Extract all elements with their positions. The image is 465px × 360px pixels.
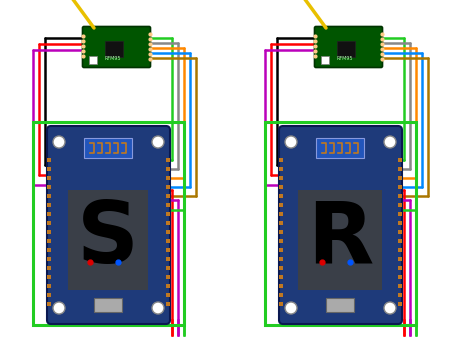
Bar bbox=[166, 266, 170, 270]
Bar bbox=[279, 194, 283, 198]
Bar bbox=[47, 221, 51, 225]
Bar bbox=[279, 185, 283, 189]
FancyBboxPatch shape bbox=[314, 27, 383, 68]
Bar bbox=[398, 212, 402, 216]
Bar bbox=[279, 302, 283, 306]
Bar bbox=[279, 293, 283, 297]
Bar bbox=[47, 167, 51, 171]
Circle shape bbox=[53, 302, 65, 314]
FancyBboxPatch shape bbox=[47, 126, 170, 324]
Bar bbox=[47, 158, 51, 162]
Bar bbox=[94, 298, 122, 312]
Circle shape bbox=[152, 136, 164, 148]
Bar bbox=[279, 284, 283, 288]
Bar bbox=[326, 298, 354, 312]
Bar bbox=[279, 239, 283, 243]
Bar bbox=[265, 122, 416, 325]
Bar bbox=[47, 248, 51, 252]
Bar bbox=[166, 167, 170, 171]
Bar bbox=[398, 248, 402, 252]
Bar bbox=[398, 302, 402, 306]
Bar bbox=[398, 194, 402, 198]
Bar bbox=[398, 167, 402, 171]
Bar bbox=[84, 138, 132, 158]
Bar bbox=[166, 221, 170, 225]
Bar bbox=[398, 257, 402, 261]
Bar bbox=[47, 212, 51, 216]
Bar bbox=[166, 257, 170, 261]
Bar bbox=[279, 257, 283, 261]
Bar bbox=[398, 239, 402, 243]
Circle shape bbox=[384, 136, 396, 148]
Text: S: S bbox=[77, 198, 139, 282]
Bar bbox=[166, 185, 170, 189]
Bar bbox=[47, 257, 51, 261]
Bar bbox=[398, 284, 402, 288]
Bar bbox=[166, 248, 170, 252]
Bar bbox=[321, 56, 329, 64]
Bar bbox=[337, 41, 355, 57]
Text: R: R bbox=[307, 198, 373, 282]
Bar bbox=[398, 203, 402, 207]
Bar bbox=[279, 266, 283, 270]
Bar bbox=[398, 185, 402, 189]
Bar bbox=[166, 239, 170, 243]
Bar bbox=[279, 203, 283, 207]
FancyBboxPatch shape bbox=[82, 27, 151, 68]
Bar bbox=[47, 185, 51, 189]
Bar bbox=[316, 138, 364, 158]
Bar bbox=[166, 212, 170, 216]
Bar bbox=[398, 221, 402, 225]
Circle shape bbox=[285, 302, 297, 314]
Bar bbox=[47, 266, 51, 270]
Bar bbox=[279, 248, 283, 252]
Bar bbox=[279, 221, 283, 225]
Bar bbox=[398, 176, 402, 180]
Bar bbox=[166, 203, 170, 207]
Bar bbox=[47, 203, 51, 207]
Bar bbox=[279, 158, 283, 162]
Bar bbox=[166, 194, 170, 198]
Bar bbox=[166, 275, 170, 279]
Text: RFM95: RFM95 bbox=[337, 56, 353, 61]
Bar bbox=[166, 176, 170, 180]
Bar bbox=[279, 230, 283, 234]
Bar bbox=[398, 293, 402, 297]
Circle shape bbox=[152, 302, 164, 314]
Bar bbox=[89, 56, 97, 64]
Bar bbox=[279, 275, 283, 279]
Bar bbox=[398, 230, 402, 234]
Bar bbox=[105, 41, 123, 57]
Bar bbox=[47, 194, 51, 198]
Bar bbox=[166, 158, 170, 162]
Text: RFM95: RFM95 bbox=[105, 56, 121, 61]
FancyBboxPatch shape bbox=[279, 126, 402, 324]
Bar bbox=[166, 302, 170, 306]
Bar bbox=[398, 266, 402, 270]
Bar bbox=[166, 284, 170, 288]
Bar bbox=[166, 293, 170, 297]
Bar bbox=[47, 176, 51, 180]
Bar bbox=[279, 167, 283, 171]
Bar bbox=[47, 230, 51, 234]
Circle shape bbox=[285, 136, 297, 148]
Bar bbox=[279, 176, 283, 180]
Bar bbox=[47, 275, 51, 279]
Bar bbox=[47, 284, 51, 288]
Bar bbox=[47, 293, 51, 297]
Circle shape bbox=[53, 136, 65, 148]
Bar bbox=[47, 239, 51, 243]
Bar bbox=[398, 275, 402, 279]
Bar bbox=[47, 302, 51, 306]
Bar bbox=[166, 230, 170, 234]
Circle shape bbox=[384, 302, 396, 314]
Bar bbox=[398, 158, 402, 162]
Bar bbox=[33, 122, 184, 325]
Bar bbox=[279, 212, 283, 216]
